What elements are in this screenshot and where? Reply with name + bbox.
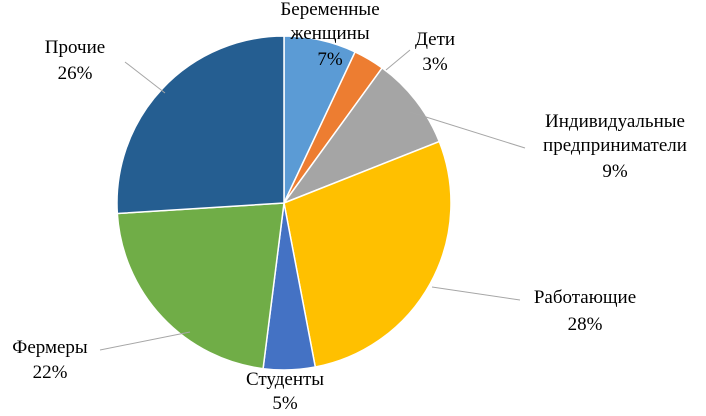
slice-label: Студенты (245, 369, 325, 390)
slice-label: Индивидуальные предприниматели (543, 111, 687, 156)
leader-line (431, 286, 521, 301)
value-label: 3% (422, 54, 448, 75)
value-label: 26% (57, 63, 93, 84)
slice-label: Работающие (533, 287, 637, 308)
leader-line (99, 331, 191, 351)
value-label: 28% (567, 314, 603, 335)
value-label: 22% (32, 362, 68, 383)
pie-slice (283, 140, 452, 368)
value-label: 5% (272, 393, 298, 414)
pie-slice (116, 35, 285, 215)
pie-slice (281, 66, 441, 205)
leader-line (124, 61, 166, 94)
slice-label: Прочие (44, 37, 106, 58)
pie-slice (116, 202, 285, 370)
leader-line (409, 111, 526, 149)
value-label: 9% (602, 161, 628, 182)
value-label: 7% (317, 49, 343, 70)
leader-line (385, 49, 411, 71)
slice-label: Дети (414, 29, 456, 50)
slice-label: Беременные женщины (280, 0, 380, 44)
slice-label: Фермеры (12, 337, 88, 358)
